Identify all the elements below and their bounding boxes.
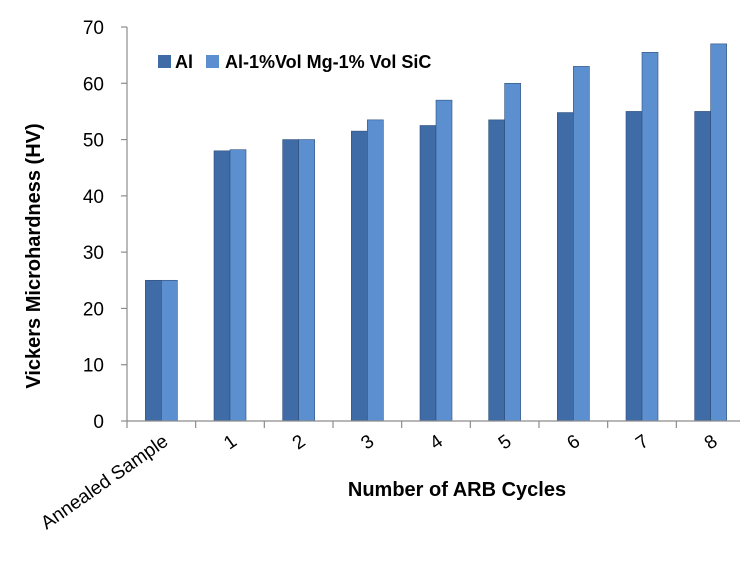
legend-label-al-composite: Al-1%Vol Mg-1% Vol SiC: [225, 52, 431, 72]
y-tick-label: 70: [83, 18, 104, 39]
y-tick-label: 50: [83, 131, 104, 152]
bars-layer: [145, 43, 727, 422]
x-tick-label-3: 3: [357, 431, 378, 454]
bar-al-1-vol-mg-1-vol-sic-1: [229, 149, 247, 422]
bar-al-3: [351, 130, 368, 422]
axes-layer: [121, 26, 740, 428]
x-tick-label-annealed-sample: Annealed Sample: [37, 431, 172, 534]
bar-al-2: [282, 139, 299, 422]
bar-al-1-vol-mg-1-vol-sic-3: [367, 119, 384, 422]
y-tick-label: 0: [93, 412, 104, 433]
bar-al-8: [694, 111, 711, 422]
x-tick-label-2: 2: [289, 431, 310, 454]
x-tick-label-6: 6: [563, 431, 584, 454]
y-tick-labels: 0 10 20 30 40 50 60 70: [83, 18, 104, 433]
bar-al-1-vol-mg-1-vol-sic-4: [435, 99, 453, 422]
bar-al-1-vol-mg-1-vol-sic-6: [573, 66, 590, 422]
y-tick-label: 20: [83, 299, 104, 320]
x-tick-label-4: 4: [426, 431, 447, 455]
bar-al-4: [419, 125, 437, 422]
bar-al-7: [625, 111, 643, 422]
bar-al-1-vol-mg-1-vol-sic-annealed-sample: [161, 279, 178, 422]
y-tick-label: 40: [83, 187, 104, 208]
bar-al-1-vol-mg-1-vol-sic-8: [710, 43, 727, 422]
legend-label-al: Al: [175, 52, 193, 72]
legend: Al Al-1%Vol Mg-1% Vol SiC: [158, 52, 431, 72]
bar-al-1: [213, 150, 231, 422]
bar-al-6: [557, 112, 574, 422]
y-axis-title: Vickers Microhardness (HV): [23, 123, 45, 388]
y-tick-label: 10: [83, 356, 104, 377]
x-tick-label-7: 7: [632, 431, 653, 454]
bar-al-annealed-sample: [145, 279, 162, 422]
bar-al-1-vol-mg-1-vol-sic-5: [504, 82, 521, 422]
bar-al-5: [488, 119, 505, 422]
legend-swatch-al-composite: [206, 55, 219, 68]
x-tick-label-8: 8: [701, 431, 722, 454]
x-axis-title: Number of ARB Cycles: [348, 479, 566, 501]
legend-swatch-al: [158, 55, 171, 68]
bar-al-1-vol-mg-1-vol-sic-2: [298, 139, 315, 422]
bar-al-1-vol-mg-1-vol-sic-7: [641, 52, 659, 422]
y-tick-label: 30: [83, 243, 104, 264]
y-tick-label: 60: [83, 74, 104, 95]
x-tick-label-5: 5: [495, 431, 516, 454]
x-tick-label-1: 1: [220, 431, 241, 454]
